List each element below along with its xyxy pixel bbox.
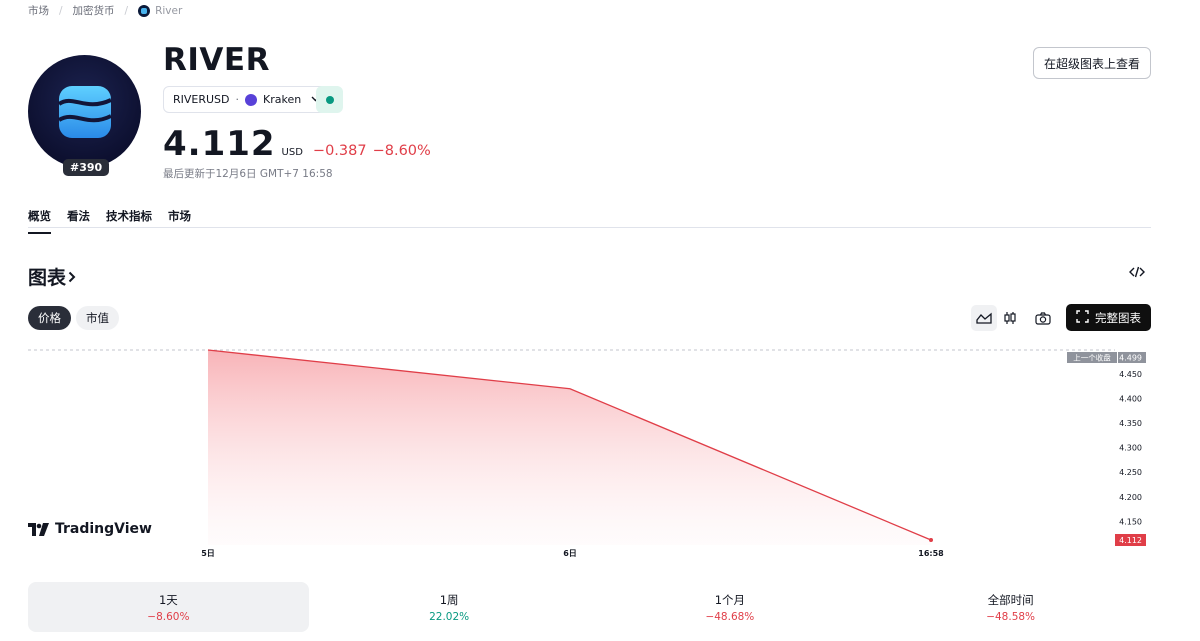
price-chart[interactable]: 4.450 4.400 4.350 4.300 4.250 4.200 4.150 5日 6日… [0, 340, 1200, 565]
chart-section-title[interactable]: 图表 [28, 263, 76, 290]
symbol-label: RIVERUSD [173, 93, 230, 106]
y-tick-label: 4.150 [1119, 517, 1142, 526]
price-change-pct: −8.60% [372, 143, 431, 159]
y-tick-label: 4.450 [1119, 370, 1142, 379]
breadcrumb-market[interactable]: 市场 [28, 5, 49, 17]
x-tick-label: 5日 [201, 549, 215, 558]
prev-close-value-tag [1118, 352, 1146, 363]
price-currency: USD [281, 147, 303, 158]
period-all[interactable]: 全部时间 −48.58% [870, 582, 1151, 632]
prev-close-tag [1067, 352, 1117, 363]
last-price-dot [929, 538, 933, 542]
full-chart-button[interactable]: 完整图表 [1066, 304, 1151, 331]
fullscreen-icon [1076, 309, 1089, 326]
price-line [207, 349, 932, 541]
breadcrumb-separator: / [124, 4, 129, 17]
river-logo-icon [138, 4, 151, 17]
breadcrumb-current-label: River [155, 4, 183, 17]
tab-markets[interactable]: 市场 [168, 209, 191, 223]
view-supercharts-button[interactable]: 在超级图表上查看 [1033, 47, 1151, 79]
river-waves-icon [57, 85, 112, 138]
last-price: 4.112 [163, 124, 276, 164]
period-label: 1周 [439, 592, 459, 607]
embed-code-icon[interactable] [1129, 266, 1145, 281]
last-price-tag-value: 4.112 [1119, 536, 1142, 545]
breadcrumb-separator: / [59, 4, 63, 17]
symbol-selector[interactable]: RIVERUSD · Kraken [163, 86, 331, 113]
status-dot-icon [325, 95, 334, 104]
y-tick-label: 4.200 [1119, 493, 1142, 502]
coin-logo [28, 55, 141, 168]
prev-close-value: 4.499 [1119, 354, 1142, 363]
candlestick-icon[interactable] [997, 305, 1023, 331]
x-tick-label: 6日 [563, 549, 577, 558]
y-tick-label: 4.300 [1119, 444, 1142, 453]
market-cap-toggle[interactable]: 市值 [76, 306, 119, 330]
period-1m[interactable]: 1个月 −48.68% [590, 582, 871, 632]
tradingview-logo[interactable]: TradingView [28, 521, 152, 537]
period-value: −48.68% [705, 610, 755, 623]
period-label: 全部时间 [987, 592, 1034, 607]
price-toggle[interactable]: 价格 [28, 306, 71, 330]
period-label: 1个月 [714, 592, 746, 607]
chart-section-title-label: 图表 [28, 267, 67, 289]
chevron-right-icon [68, 266, 76, 288]
breadcrumb-current: River [138, 4, 183, 17]
tab-overview[interactable]: 概览 [28, 208, 51, 234]
tab-technicals[interactable]: 技术指标 [106, 209, 152, 223]
market-status-indicator[interactable] [316, 86, 343, 113]
tradingview-logo-icon [28, 522, 49, 536]
tab-ideas[interactable]: 看法 [67, 209, 90, 223]
coin-title: RIVER [163, 42, 270, 78]
period-1w[interactable]: 1周 22.02% [309, 582, 590, 632]
rank-badge: #390 [63, 159, 110, 176]
period-value: 22.02% [429, 610, 470, 623]
tabs-divider [28, 227, 1151, 228]
price-change-abs: −0.387 [312, 143, 367, 159]
x-tick-label: 16:58 [918, 549, 944, 558]
area-chart-icon[interactable] [971, 305, 997, 331]
exchange-label: Kraken [263, 93, 302, 106]
camera-icon[interactable] [1030, 305, 1056, 331]
period-performance: 1天 −8.60% 1周 22.02% 1个月 −48.68% 全部时间 −48… [28, 582, 1151, 632]
kraken-icon [245, 93, 258, 106]
last-updated: 最后更新于12月6日 GMT+7 16:58 [163, 168, 333, 180]
period-value: −8.60% [147, 610, 190, 623]
price-row: 4.112 USD −0.387 −8.60% [163, 124, 431, 164]
full-chart-label: 完整图表 [1095, 310, 1141, 325]
y-tick-label: 4.350 [1119, 419, 1142, 428]
y-tick-label: 4.250 [1119, 468, 1142, 477]
period-label: 1天 [158, 592, 178, 607]
period-value: −48.58% [986, 610, 1036, 623]
prev-close-label: 上一个收盘 [1073, 353, 1111, 363]
price-area [208, 350, 931, 545]
breadcrumb-crypto[interactable]: 加密货币 [72, 5, 115, 17]
y-tick-label: 4.400 [1119, 395, 1142, 404]
coin-logo-wrap: #390 [28, 55, 141, 176]
period-1d[interactable]: 1天 −8.60% [28, 582, 309, 632]
last-price-tag [1115, 534, 1146, 546]
dot-separator: · [235, 93, 240, 106]
breadcrumb: 市场 / 加密货币 / River [28, 3, 182, 18]
tab-bar: 概览 看法 技术指标 市场 [28, 208, 191, 234]
tradingview-wordmark: TradingView [55, 521, 152, 537]
